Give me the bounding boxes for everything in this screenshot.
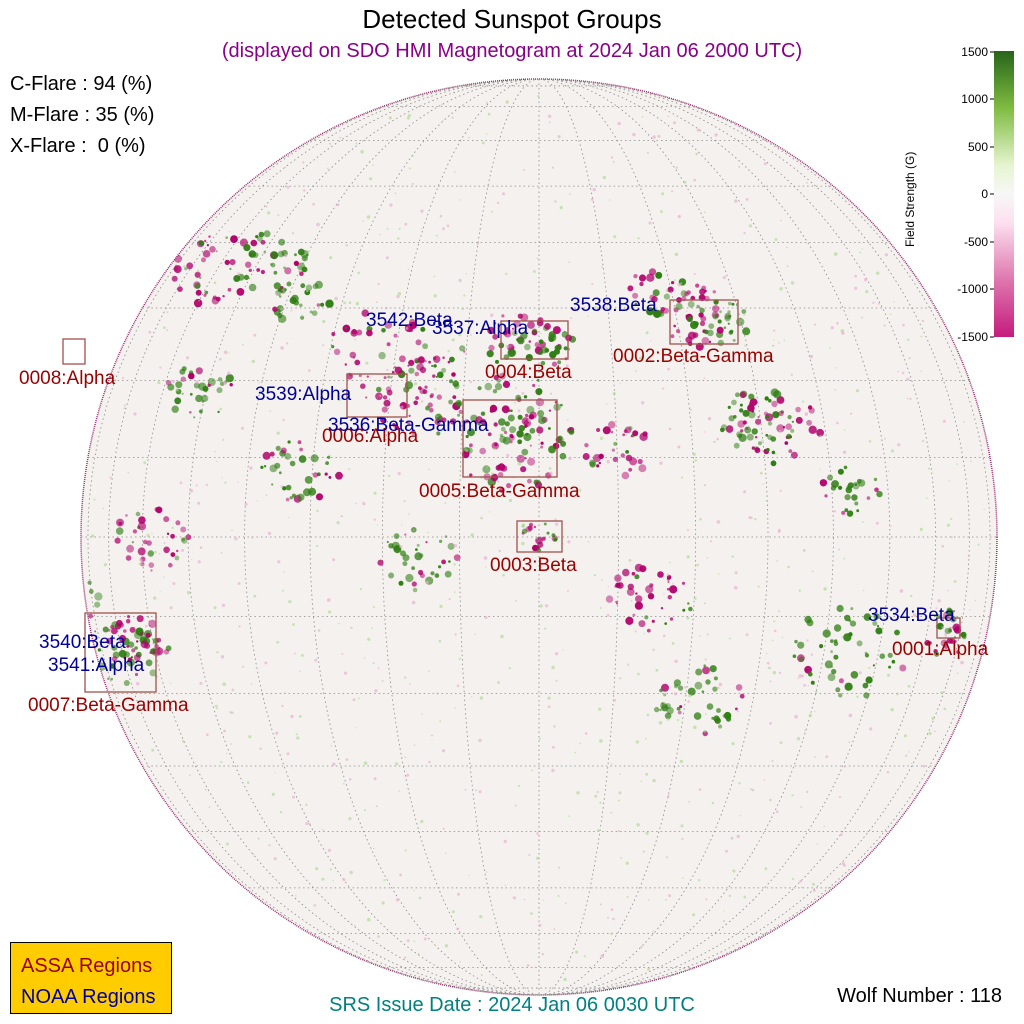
region-legend: ASSA Regions NOAA Regions: [10, 942, 172, 1014]
longitude-line: [142, 79, 540, 995]
longitude-line: [538, 79, 769, 995]
longitude-line: [538, 79, 697, 995]
colorbar-tick: -500: [963, 235, 988, 249]
assa-region-label: 0007:Beta-Gamma: [28, 695, 189, 716]
field-strength-colorbar: 1500 1000 500 0 -500 -1000 -1500: [920, 40, 1024, 350]
legend-assa-label: ASSA Regions: [21, 955, 153, 977]
region-box: [669, 299, 739, 345]
page-subtitle: (displayed on SDO HMI Magnetogram at 202…: [221, 40, 803, 62]
noaa-region-label: 3538:Beta: [570, 295, 657, 316]
longitude-line: [309, 79, 540, 995]
region-box: [500, 320, 569, 360]
assa-region-label: 0008:Alpha: [19, 368, 116, 389]
colorbar-tick: 0: [981, 187, 988, 201]
colorbar-tick: -1500: [957, 330, 988, 344]
colorbar-tick: 1500: [961, 45, 988, 59]
longitude-line: [87, 79, 540, 995]
assa-region-label: 0006:Alpha: [322, 426, 419, 447]
region-box: [346, 373, 408, 418]
noaa-region-label: 3537:Alpha: [432, 318, 529, 339]
longitude-line: [244, 79, 540, 995]
longitude-line: [538, 79, 936, 995]
srs-issue-date: SRS Issue Date : 2024 Jan 06 0030 UTC: [329, 994, 695, 1016]
assa-region-label: 0001:Alpha: [892, 639, 989, 660]
noaa-region-label: 3536:Beta-Gamma: [328, 415, 489, 436]
colorbar-gradient: [990, 51, 1014, 338]
region-box: [462, 399, 558, 478]
assa-region-label: 0004:Beta: [485, 362, 572, 383]
noaa-region-label: 3542:Beta: [366, 310, 453, 331]
region-box: [936, 617, 961, 639]
assa-region-label: 0003:Beta: [490, 555, 577, 576]
longitude-line: [381, 79, 540, 995]
magnetic-field-patches: [81, 95, 985, 982]
region-box: [516, 520, 563, 553]
noaa-region-label: 3534:Beta: [868, 605, 955, 626]
wolf-number: Wolf Number : 118: [837, 985, 1002, 1007]
colorbar-tick: -1000: [957, 282, 988, 296]
longitude-line: [538, 79, 970, 995]
longitude-line: [108, 79, 540, 995]
colorbar-tick: 1000: [961, 92, 988, 106]
noaa-region-label: 3540:Beta: [39, 632, 126, 653]
page-title: Detected Sunspot Groups: [362, 4, 662, 34]
assa-region-label: 0002:Beta-Gamma: [613, 346, 774, 367]
x-flare-probability: X-Flare : 0 (%): [10, 135, 146, 157]
c-flare-probability: C-Flare : 94 (%): [10, 73, 153, 95]
heliographic-grid: [81, 79, 997, 995]
m-flare-probability: M-Flare : 35 (%): [10, 104, 155, 126]
region-boxes: [62, 299, 961, 693]
legend-noaa-label: NOAA Regions: [21, 986, 156, 1008]
assa-region-label: 0005:Beta-Gamma: [419, 481, 580, 502]
region-box: [62, 338, 86, 365]
colorbar-tick: 500: [967, 140, 988, 154]
colorbar-label: Field Strength (G): [903, 151, 917, 247]
noaa-region-label: 3539:Alpha: [255, 384, 352, 405]
noaa-region-label: 3541:Alpha: [48, 655, 145, 676]
region-box: [84, 612, 157, 693]
longitude-line: [538, 79, 991, 995]
longitude-line: [538, 79, 834, 995]
